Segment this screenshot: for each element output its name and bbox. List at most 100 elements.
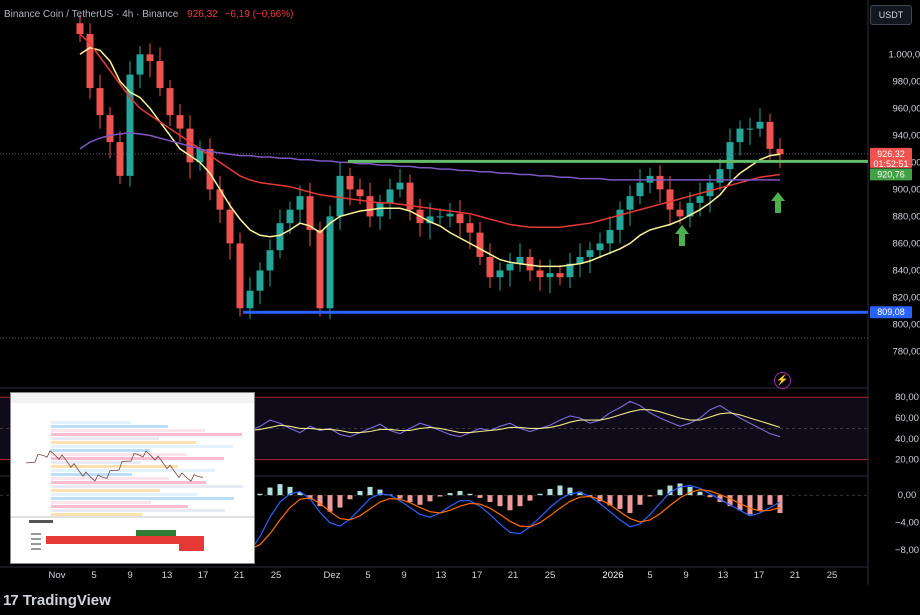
candle-body <box>146 54 154 62</box>
candle-body <box>296 196 304 210</box>
macd-histogram-bar <box>647 495 653 497</box>
inset-band <box>51 489 160 492</box>
macd-histogram-bar <box>707 495 713 498</box>
inset-band <box>51 493 197 496</box>
time-tick-label: 5 <box>91 570 96 581</box>
time-tick-label: Dez <box>324 570 341 581</box>
candle-body <box>446 213 454 217</box>
tradingview-logo[interactable]: 17 TradingView <box>3 592 111 609</box>
candle-body <box>506 263 514 271</box>
macd-histogram-bar <box>397 495 403 499</box>
candle-body <box>86 34 94 89</box>
inset-band <box>51 473 132 476</box>
ma-mid-line <box>79 33 781 228</box>
annotations <box>675 192 785 246</box>
currency-button[interactable]: USDT <box>870 5 912 25</box>
candle-body <box>426 216 434 224</box>
last-price-tag-bg <box>870 147 912 168</box>
candle-body <box>556 273 564 278</box>
inset-band <box>51 501 151 504</box>
ma-slow-line <box>79 131 780 181</box>
macd-histogram-bar <box>657 489 663 496</box>
resistance-price-tag-text: 920,76 <box>877 169 905 179</box>
embedded-screenshot <box>10 392 255 564</box>
candle-body <box>96 88 104 116</box>
candle-body <box>746 128 754 130</box>
candle-body <box>496 270 504 278</box>
rsi-tick-label: 40,00 <box>895 434 919 445</box>
candle-body <box>536 270 544 278</box>
macd-histogram-bar <box>257 493 263 496</box>
inset-band <box>51 509 225 512</box>
symbol-title: Binance Coin / TetherUS · 4h · Binance <box>4 9 179 20</box>
candle-body <box>566 263 574 278</box>
macd-histogram-bar <box>587 495 593 497</box>
macd-histogram-bar <box>697 491 703 496</box>
macd-histogram-bar <box>717 495 723 503</box>
macd-histogram-bar <box>747 495 753 515</box>
candle-body <box>516 256 524 264</box>
macd-histogram-bar <box>507 495 513 511</box>
rsi-tick-label: 20,00 <box>895 455 919 466</box>
macd-histogram-bar <box>457 491 463 496</box>
inset-band <box>51 441 196 444</box>
time-tick-label: 9 <box>683 570 688 581</box>
candle-body <box>346 175 354 190</box>
embedded-screenshot-graphic <box>11 393 254 563</box>
inset-band <box>51 485 243 488</box>
macd-histogram-bar <box>567 487 573 496</box>
price-tick-label: 780,00 <box>892 346 920 357</box>
candle-body <box>236 243 244 309</box>
candle-body <box>326 216 334 309</box>
time-tick-label: 17 <box>754 570 765 581</box>
lightning-icon[interactable]: ⚡ <box>774 372 791 389</box>
price-tick-label: 860,00 <box>892 238 920 249</box>
candle-body <box>196 148 204 163</box>
candle-body <box>526 256 534 271</box>
candle-body <box>406 182 414 210</box>
time-tick-label: 17 <box>472 570 483 581</box>
candle-body <box>276 223 284 251</box>
macd-histogram-bar <box>377 489 383 496</box>
macd-histogram-bar <box>527 495 533 501</box>
candle-body <box>776 148 784 155</box>
rsi-tick-label: 80,00 <box>895 392 919 403</box>
candle-body <box>486 256 494 278</box>
price-tick-label: 800,00 <box>892 319 920 330</box>
macd-histogram-bar <box>347 495 353 500</box>
last-price-tag-text: 926,32 <box>877 149 905 159</box>
macd-histogram-bar <box>767 495 773 505</box>
macd-histogram-bar <box>307 495 313 500</box>
candle-body <box>386 189 394 203</box>
inset-band <box>51 449 150 452</box>
candle-body <box>396 182 404 190</box>
axes: 1.000,00980,00960,00940,00920,00900,0088… <box>49 49 920 581</box>
macd-histogram-bar <box>287 486 293 496</box>
time-tick-label: 25 <box>271 570 282 581</box>
inset-band <box>51 481 206 484</box>
macd-histogram-bar <box>677 483 683 496</box>
candle-body <box>586 250 594 257</box>
price-tick-label: 880,00 <box>892 211 920 222</box>
inset-band <box>51 437 159 440</box>
tv-logo-icon: 17 <box>3 592 19 609</box>
candle-body <box>286 209 294 224</box>
candle-body <box>636 182 644 197</box>
candle-body <box>626 196 634 210</box>
macd-histogram-bar <box>517 495 523 507</box>
macd-histogram-bar <box>537 493 543 496</box>
ma-fast-line <box>79 46 781 268</box>
support-price-tag: 809,08 <box>870 306 912 319</box>
candle-body <box>116 142 124 176</box>
candle-body <box>696 196 704 203</box>
inset-band <box>51 461 141 464</box>
candle-body <box>476 232 484 257</box>
inset-band <box>51 453 187 456</box>
macd-histogram-bar <box>477 495 483 498</box>
support-price-tag-text: 809,08 <box>877 307 905 317</box>
time-tick-label: 13 <box>718 570 729 581</box>
macd-tick-label: −8,00 <box>895 545 919 556</box>
time-tick-label: 13 <box>162 570 173 581</box>
macd-histogram-bar <box>487 495 493 503</box>
